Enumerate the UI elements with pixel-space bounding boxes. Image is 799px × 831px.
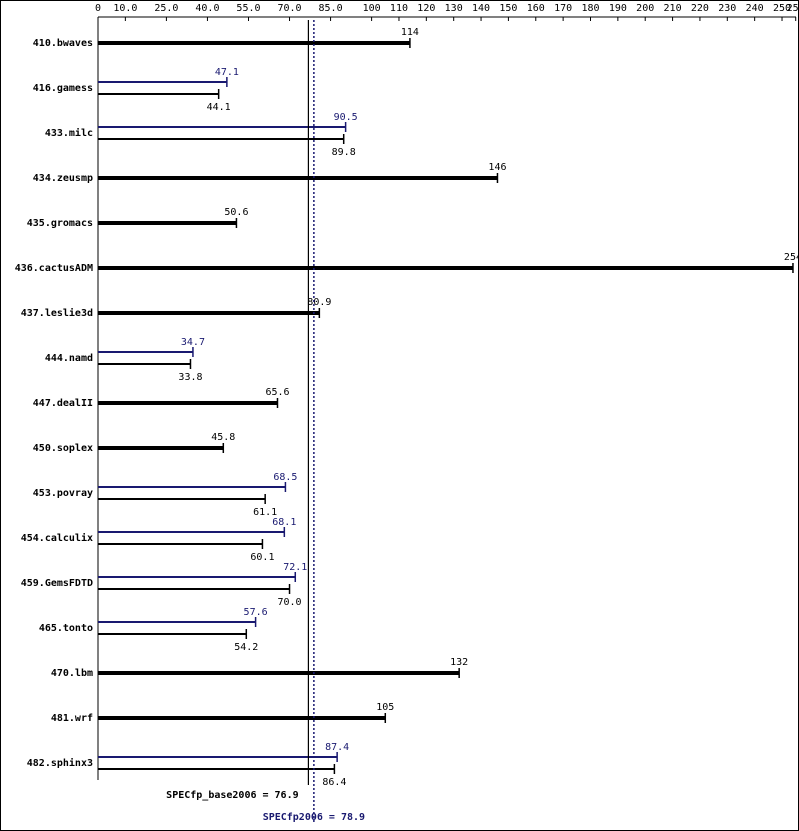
category-label: 436.cactusADM bbox=[15, 263, 93, 274]
category-label: 437.leslie3d bbox=[21, 307, 93, 319]
value-label: 60.1 bbox=[250, 552, 274, 563]
x-tick-label: 180 bbox=[581, 3, 599, 14]
x-tick-label: 240 bbox=[746, 3, 764, 14]
reference-label: SPECfp2006 = 78.9 bbox=[263, 812, 365, 823]
category-label: 482.sphinx3 bbox=[27, 757, 93, 769]
x-tick-label: 160 bbox=[527, 3, 545, 14]
value-label: 50.6 bbox=[224, 207, 248, 218]
value-label: 45.8 bbox=[211, 432, 235, 443]
category-label: 447.dealII bbox=[33, 398, 93, 409]
value-label: 105 bbox=[376, 702, 394, 713]
category-label: 444.namd bbox=[45, 353, 93, 364]
x-tick-label: 190 bbox=[609, 3, 627, 14]
value-label: 57.6 bbox=[244, 607, 268, 618]
value-label: 254 bbox=[784, 252, 799, 263]
x-tick-label: 220 bbox=[691, 3, 709, 14]
value-label: 146 bbox=[488, 162, 506, 173]
category-label: 465.tonto bbox=[39, 623, 93, 634]
category-label: 433.milc bbox=[45, 127, 93, 139]
category-label: 416.gamess bbox=[33, 83, 93, 94]
value-label: 47.1 bbox=[215, 67, 239, 78]
value-label: 114 bbox=[401, 27, 419, 38]
x-tick-label: 130 bbox=[445, 3, 463, 14]
value-label: 70.0 bbox=[277, 597, 301, 608]
value-label: 68.5 bbox=[273, 472, 297, 483]
value-label: 72.1 bbox=[283, 562, 307, 573]
category-label: 410.bwaves bbox=[33, 38, 93, 49]
value-label: 65.6 bbox=[265, 387, 289, 398]
value-label: 132 bbox=[450, 657, 468, 668]
value-label: 44.1 bbox=[207, 102, 231, 113]
value-label: 89.8 bbox=[332, 147, 356, 158]
x-tick-label: 150 bbox=[499, 3, 517, 14]
x-tick-label: 110 bbox=[390, 3, 408, 14]
category-label: 459.GemsFDTD bbox=[21, 578, 93, 589]
value-label: 87.4 bbox=[325, 742, 349, 753]
value-label: 34.7 bbox=[181, 337, 205, 348]
x-tick-label: 200 bbox=[636, 3, 654, 14]
x-tick-label: 25.0 bbox=[154, 3, 178, 14]
value-label: 80.9 bbox=[307, 297, 331, 308]
x-tick-label: 120 bbox=[417, 3, 435, 14]
category-label: 481.wrf bbox=[51, 713, 93, 724]
reference-label: SPECfp_base2006 = 76.9 bbox=[166, 790, 298, 801]
value-label: 33.8 bbox=[178, 372, 202, 383]
category-label: 434.zeusmp bbox=[33, 173, 93, 184]
x-tick-label: 0 bbox=[95, 3, 101, 14]
x-tick-label: 230 bbox=[718, 3, 736, 14]
value-label: 90.5 bbox=[334, 112, 358, 123]
x-tick-label: 250 bbox=[773, 3, 791, 14]
category-label: 454.calculix bbox=[21, 532, 93, 544]
value-label: 61.1 bbox=[253, 507, 277, 518]
x-tick-label: 100 bbox=[363, 3, 381, 14]
x-tick-label: 210 bbox=[664, 3, 682, 14]
value-label: 68.1 bbox=[272, 517, 296, 528]
category-label: 470.lbm bbox=[51, 668, 93, 679]
x-tick-label: 140 bbox=[472, 3, 490, 14]
x-tick-label: 70.0 bbox=[277, 3, 301, 14]
x-tick-label: 55.0 bbox=[236, 3, 260, 14]
x-tick-label: 40.0 bbox=[195, 3, 219, 14]
value-label: 86.4 bbox=[322, 777, 346, 788]
x-tick-label: 10.0 bbox=[113, 3, 137, 14]
category-label: 435.gromacs bbox=[27, 218, 93, 229]
category-label: 453.povray bbox=[33, 488, 93, 499]
x-tick-label: 170 bbox=[554, 3, 572, 14]
value-label: 54.2 bbox=[234, 642, 258, 653]
x-tick-label: 255 bbox=[787, 3, 799, 14]
x-tick-label: 85.0 bbox=[319, 3, 343, 14]
category-label: 450.soplex bbox=[33, 443, 93, 454]
